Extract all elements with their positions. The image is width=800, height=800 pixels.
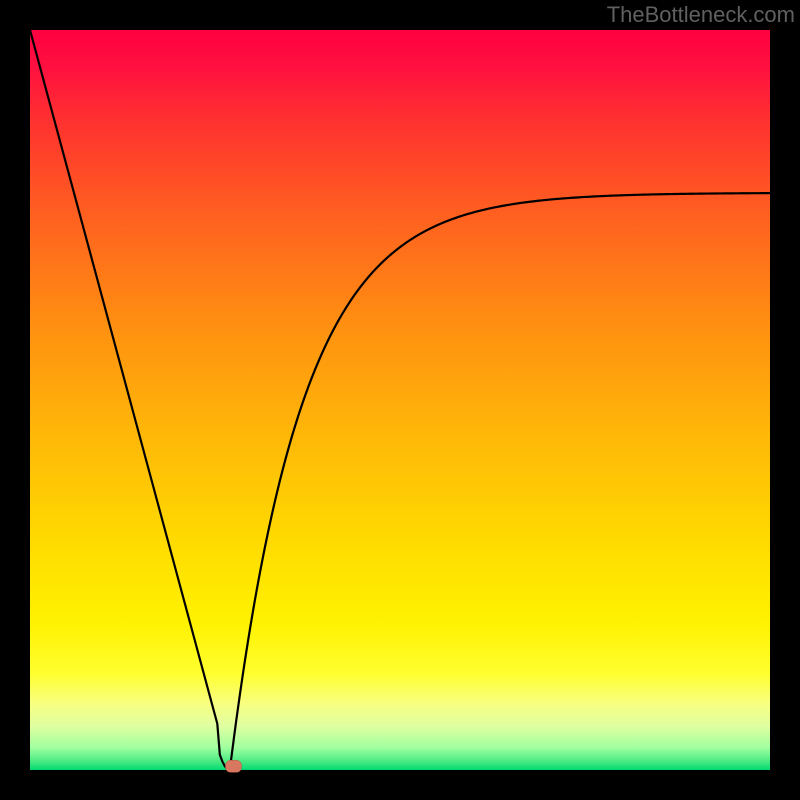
chart-background-gradient (30, 30, 770, 770)
optimal-point-marker (226, 760, 242, 772)
source-label: TheBottleneck.com (607, 2, 795, 27)
bottleneck-chart: TheBottleneck.com (0, 0, 800, 800)
